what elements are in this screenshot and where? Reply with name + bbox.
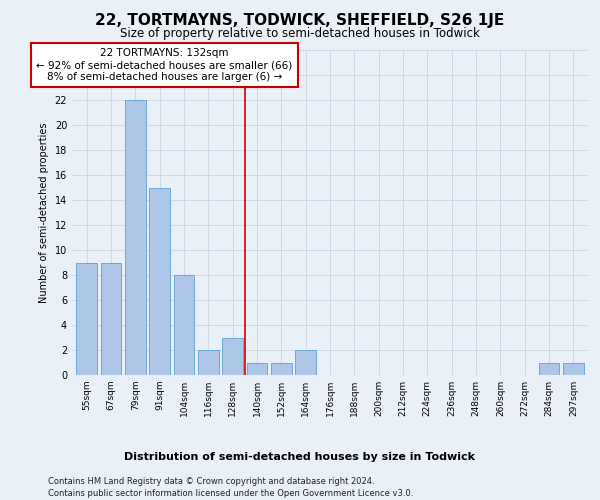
Text: Contains public sector information licensed under the Open Government Licence v3: Contains public sector information licen… xyxy=(48,489,413,498)
Bar xyxy=(295,350,316,375)
Bar xyxy=(539,362,559,375)
Text: 22, TORTMAYNS, TODWICK, SHEFFIELD, S26 1JE: 22, TORTMAYNS, TODWICK, SHEFFIELD, S26 1… xyxy=(95,12,505,28)
Text: 22 TORTMAYNS: 132sqm
← 92% of semi-detached houses are smaller (66)
8% of semi-d: 22 TORTMAYNS: 132sqm ← 92% of semi-detac… xyxy=(37,48,293,82)
Bar xyxy=(149,188,170,375)
Bar xyxy=(173,275,194,375)
Bar xyxy=(563,362,584,375)
Bar xyxy=(101,262,121,375)
Text: Size of property relative to semi-detached houses in Todwick: Size of property relative to semi-detach… xyxy=(120,28,480,40)
Bar xyxy=(271,362,292,375)
Text: Distribution of semi-detached houses by size in Todwick: Distribution of semi-detached houses by … xyxy=(125,452,476,462)
Y-axis label: Number of semi-detached properties: Number of semi-detached properties xyxy=(39,122,49,302)
Bar xyxy=(222,338,243,375)
Bar xyxy=(76,262,97,375)
Bar xyxy=(125,100,146,375)
Bar xyxy=(247,362,268,375)
Bar xyxy=(198,350,218,375)
Text: Contains HM Land Registry data © Crown copyright and database right 2024.: Contains HM Land Registry data © Crown c… xyxy=(48,478,374,486)
